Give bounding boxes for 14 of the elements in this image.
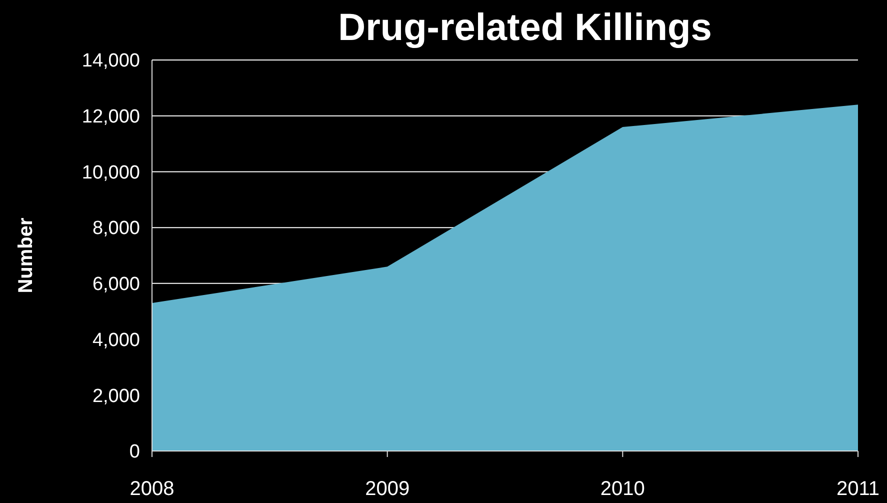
y-tick-label: 10,000 — [82, 162, 140, 184]
x-tick-label: 2011 — [836, 478, 880, 500]
chart-title: Drug-related Killings — [338, 7, 712, 49]
x-tick-label: 2009 — [365, 478, 410, 500]
y-tick-label: 8,000 — [92, 218, 140, 240]
x-tick-label: 2010 — [600, 478, 645, 500]
y-axis-title: Number — [15, 218, 37, 294]
x-tick-label: 2008 — [130, 478, 174, 500]
y-tick-label: 14,000 — [82, 50, 140, 72]
y-tick-label: 4,000 — [92, 330, 140, 351]
y-tick-label: 0 — [129, 442, 140, 463]
y-tick-label: 12,000 — [82, 106, 140, 128]
y-tick-label: 2,000 — [92, 386, 140, 407]
y-tick-label: 6,000 — [92, 274, 140, 296]
